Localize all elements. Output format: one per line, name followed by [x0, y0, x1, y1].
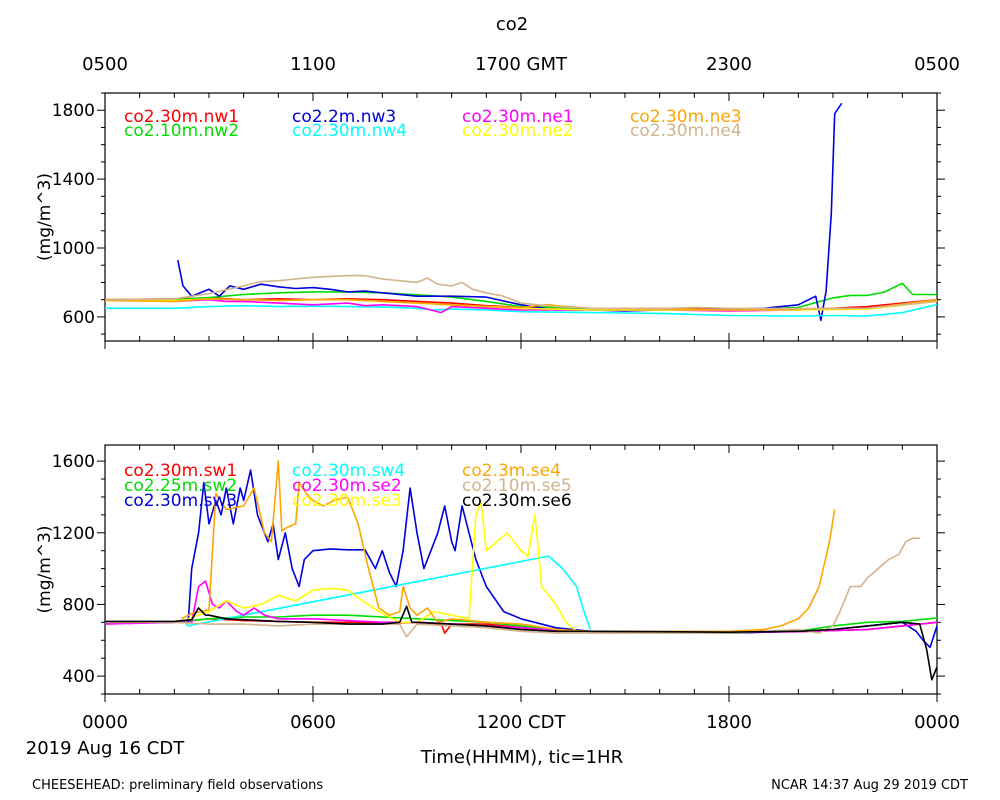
legend-entry: co2.30m.sw3 [124, 491, 237, 511]
y-tick-label: 1200 [52, 524, 95, 544]
legend-entry: co2.30m.nw4 [292, 121, 407, 141]
legend-entry: co2.30m.sw1 [124, 461, 237, 481]
top-tick-label: 2300 [706, 54, 752, 75]
bottom-tick-label: 1200 CDT [477, 712, 567, 733]
legend-entry: co2.10m.se5 [462, 476, 572, 496]
y-axis-label: (mg/m^3) [35, 173, 55, 261]
series-line-co2.30m.ne3 [105, 298, 937, 311]
series-line-co2.30m.nw4 [105, 303, 937, 317]
lower-panel: 400 800 1200 1600 (mg/m^3) co2.30m.sw1co2.25m… [35, 444, 945, 702]
y-tick-label: 1400 [52, 170, 95, 190]
footer-right: NCAR 14:37 Aug 29 2019 CDT [771, 778, 968, 793]
bottom-tick-label: 0600 [290, 712, 336, 733]
chart-title: co2 [496, 14, 528, 35]
footer-left: CHEESEHEAD: preliminary field observatio… [32, 778, 323, 793]
legend-entry: co2.30m.sw4 [292, 461, 405, 481]
legend-entry: co2.30m.se3 [292, 491, 402, 511]
bottom-tick-label: 0000 [914, 712, 960, 733]
y-tick-label: 400 [63, 667, 95, 687]
series-line-co2.30m.ne4 [105, 274, 937, 310]
y-axis-label: (mg/m^3) [35, 526, 55, 614]
series-line-co2.3m.se4 [180, 460, 836, 633]
y-tick-label: 1600 [52, 452, 95, 472]
series-line-co2.2m.nw3 [177, 102, 843, 322]
legend-entry: co2.30m.se2 [292, 476, 402, 496]
legend-entry: co2.10m.nw2 [124, 121, 239, 141]
y-tick-label: 800 [63, 595, 95, 615]
bottom-tick-label: 1800 [706, 712, 752, 733]
top-tick-label: 1100 [290, 54, 336, 75]
legend-entry: co2.25m.sw2 [124, 476, 237, 496]
top-axis-ticklabels: 0500 1100 1700 GMT 2300 0500 [82, 54, 960, 75]
top-tick-label: 0500 [914, 54, 960, 75]
date-label: 2019 Aug 16 CDT [26, 738, 185, 759]
legend-entry: co2.3m.se4 [462, 461, 561, 481]
series-line-co2.30m.se3 [187, 501, 591, 633]
legend-entry: co2.30m.ne2 [462, 121, 574, 141]
top-tick-label: 1700 GMT [475, 54, 568, 75]
series-group [105, 102, 937, 322]
y-tick-label: 1800 [52, 101, 95, 121]
bottom-tick-label: 0000 [82, 712, 128, 733]
legend-entry: co2.30m.ne3 [630, 107, 742, 127]
series-group [105, 460, 937, 681]
legend-entry: co2.30m.nw1 [124, 107, 239, 127]
series-line-co2.30m.se6 [105, 605, 937, 681]
y-tick-label: 1000 [52, 239, 95, 259]
legend-entry: co2.30m.ne4 [630, 121, 742, 141]
series-line-co2.30m.sw4 [184, 555, 592, 630]
upper-panel: 600 1000 1400 1800 (mg/m^3) co2.30m.nw1co2.10… [35, 92, 945, 349]
y-tick-label: 600 [63, 308, 95, 328]
legend-entry: co2.30m.ne1 [462, 107, 574, 127]
bottom-axis-ticklabels: 0000 0600 1200 CDT 1800 0000 [82, 712, 960, 733]
legend-entry: co2.30m.se6 [462, 491, 572, 511]
x-axis-label: Time(HHMM), tic=1HR [420, 747, 623, 768]
legend-entry: co2.2m.nw3 [292, 107, 396, 127]
top-tick-label: 0500 [82, 54, 128, 75]
series-line-co2.10m.se5 [105, 537, 920, 638]
